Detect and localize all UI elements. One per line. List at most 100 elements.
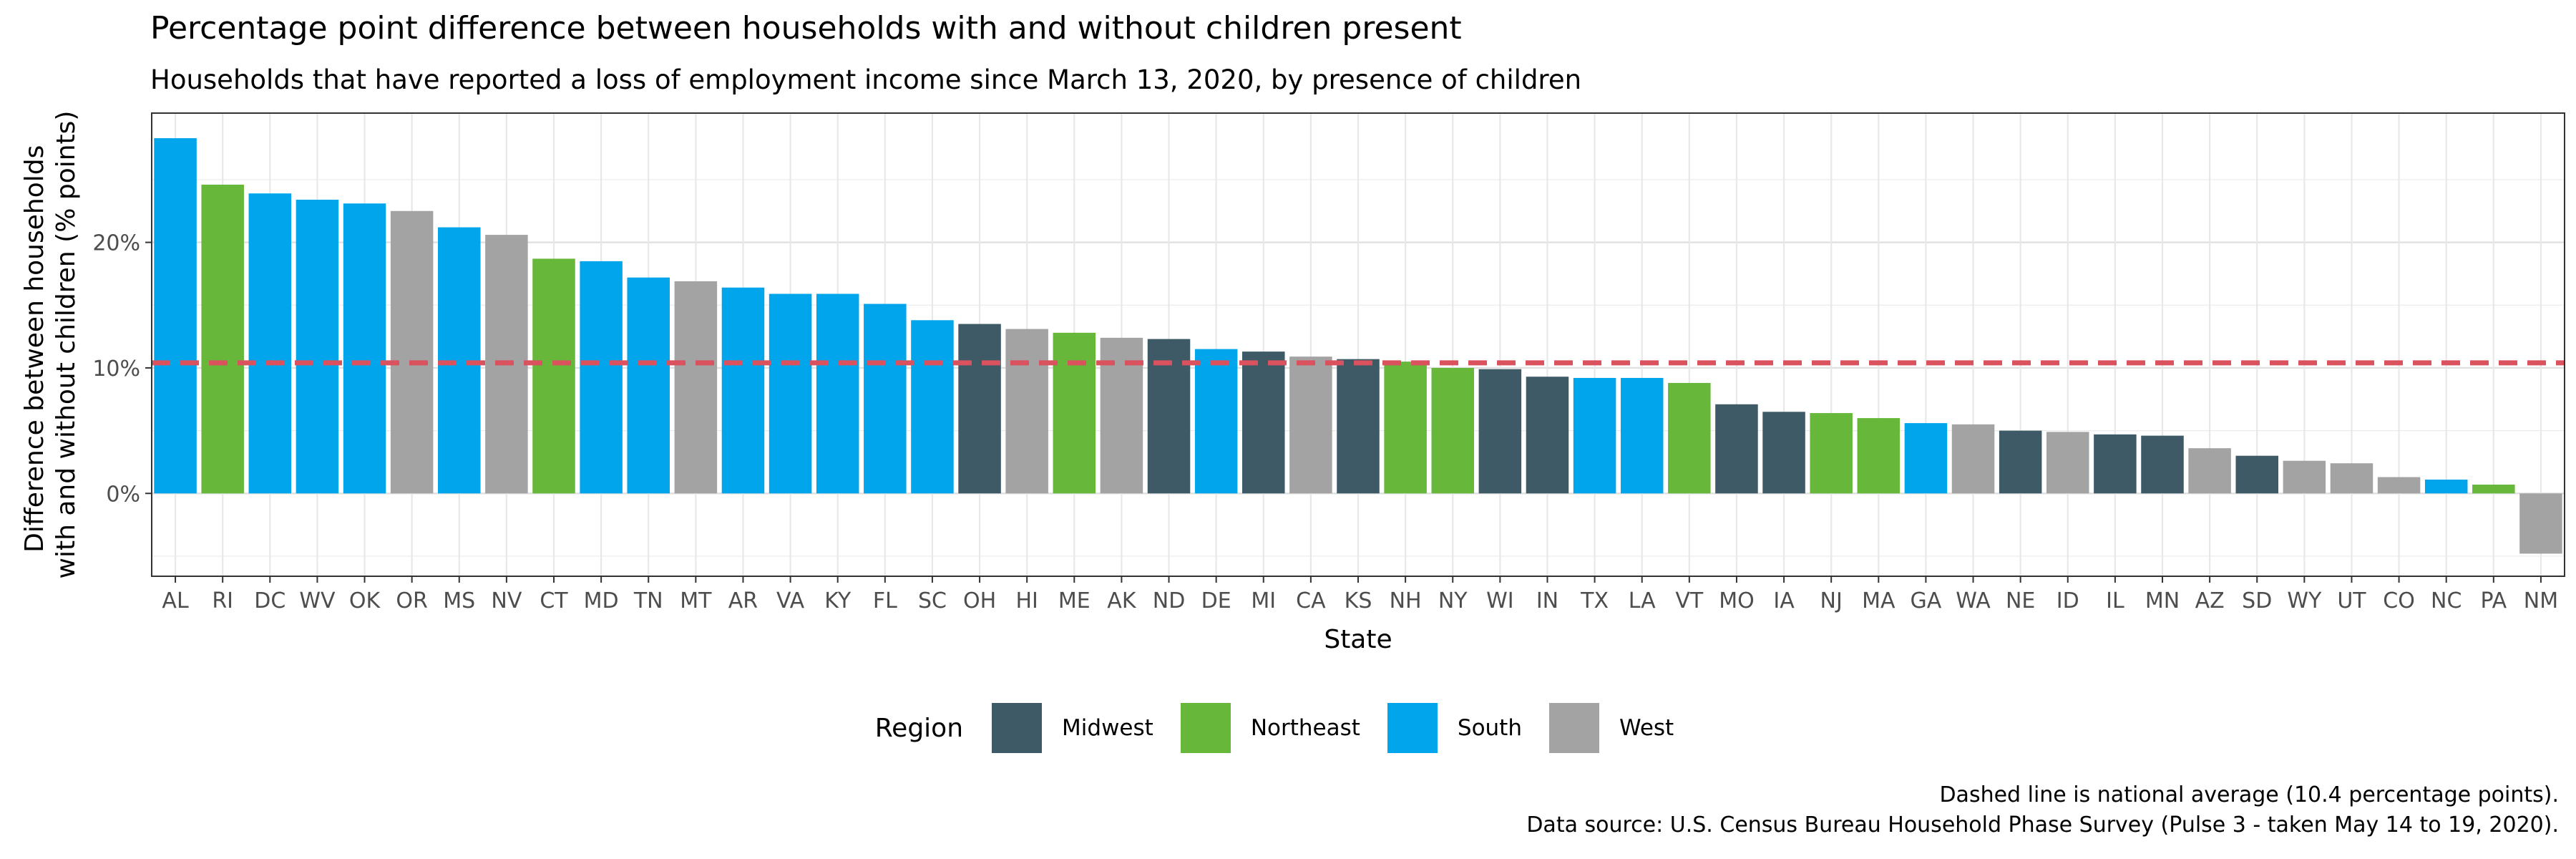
x-tick-label: IA <box>1773 588 1795 613</box>
legend-swatch-south <box>1387 703 1438 753</box>
legend-swatch-midwest <box>992 703 1043 753</box>
x-tick-label: MS <box>443 588 475 613</box>
legend-item-south: South <box>1387 703 1522 753</box>
x-tick-label: MT <box>680 588 712 613</box>
bar-in <box>1526 377 1569 494</box>
x-tick-label: LA <box>1629 588 1656 613</box>
bar-ca <box>1289 356 1332 494</box>
bar-ne <box>1999 430 2042 494</box>
x-tick-label: SD <box>2242 588 2272 613</box>
x-tick-label: CO <box>2383 588 2415 613</box>
bar-de <box>1194 349 1238 494</box>
legend-label-west: West <box>1619 715 1674 741</box>
bar-oh <box>958 324 1001 494</box>
bar-sd <box>2235 455 2278 494</box>
chart-title: Percentage point difference between hous… <box>150 10 1462 47</box>
bar-ct <box>532 258 575 494</box>
bar-ok <box>343 203 386 494</box>
bar-wy <box>2283 460 2326 494</box>
bar-me <box>1053 332 1096 494</box>
legend-label-south: South <box>1457 715 1522 741</box>
x-tick-label: WY <box>2287 588 2322 613</box>
bar-co <box>2377 477 2421 494</box>
legend-label-midwest: Midwest <box>1062 715 1153 741</box>
bar-ia <box>1762 412 1805 494</box>
x-tick-label: NC <box>2431 588 2462 613</box>
x-tick-label: FL <box>873 588 897 613</box>
x-tick-label: KY <box>824 588 852 613</box>
x-tick-label: NE <box>2006 588 2035 613</box>
y-axis-title-line-1: Difference between households <box>20 145 49 553</box>
bar-nj <box>1810 413 1853 494</box>
x-tick-label: AL <box>162 588 189 613</box>
x-tick-label: MD <box>584 588 619 613</box>
bar-wv <box>296 199 339 494</box>
legend-swatch-northeast <box>1180 703 1231 753</box>
bar-fl <box>864 304 907 494</box>
x-tick-label: NY <box>1438 588 1468 613</box>
x-tick-label: MI <box>1251 588 1276 613</box>
caption-line-2: Data source: U.S. Census Bureau Househol… <box>1526 812 2559 838</box>
caption-line-1: Dashed line is national average (10.4 pe… <box>1939 782 2559 807</box>
x-tick-label: ND <box>1153 588 1186 613</box>
legend-item-west: West <box>1548 703 1674 753</box>
bar-nh <box>1384 361 1427 494</box>
x-tick-label: MA <box>1862 588 1896 613</box>
x-tick-label: MN <box>2145 588 2180 613</box>
bar-vt <box>1668 382 1711 494</box>
x-tick-label: ME <box>1058 588 1091 613</box>
x-tick-label: KS <box>1345 588 1372 613</box>
chart-caption: Dashed line is national average (10.4 pe… <box>1526 780 2559 840</box>
x-tick-label: PA <box>2480 588 2507 613</box>
legend-label-northeast: Northeast <box>1250 715 1360 741</box>
bar-ri <box>201 184 244 494</box>
bar-mi <box>1242 351 1285 494</box>
bar-wi <box>1478 369 1522 494</box>
x-tick-label: TX <box>1580 588 1609 613</box>
x-tick-label: NM <box>2524 588 2558 613</box>
axes: 0% 10% 20% AL RI DC WV OK OR MS NV CT MD TN MT AR VA KY FL… <box>92 231 2558 613</box>
x-tick-label: UT <box>2337 588 2366 613</box>
x-tick-label: DE <box>1201 588 1231 613</box>
x-tick-label: NJ <box>1820 588 1843 613</box>
legend: Region Midwest Northeast South West <box>0 703 2576 753</box>
bar-ny <box>1431 367 1474 494</box>
bars <box>154 138 2562 554</box>
bar-ma <box>1857 418 1901 494</box>
x-tick-label: NH <box>1390 588 1422 613</box>
bar-ut <box>2330 463 2373 494</box>
x-tick-label: SC <box>918 588 947 613</box>
y-axis-title: Difference between households with and w… <box>20 111 81 579</box>
x-tick-label: RI <box>212 588 233 613</box>
bar-tx <box>1573 377 1616 494</box>
legend-item-northeast: Northeast <box>1180 703 1360 753</box>
bar-va <box>769 293 812 494</box>
bar-mt <box>674 281 718 494</box>
x-tick-label: ID <box>2057 588 2079 613</box>
y-tick-label: 0% <box>106 482 140 507</box>
x-tick-label: AZ <box>2195 588 2225 613</box>
legend-item-midwest: Midwest <box>992 703 1153 753</box>
x-tick-label: OH <box>963 588 996 613</box>
x-tick-label: IL <box>2106 588 2124 613</box>
y-tick-label: 20% <box>92 231 140 256</box>
bar-ga <box>1904 423 1948 494</box>
bar-la <box>1620 377 1664 494</box>
legend-title: Region <box>874 713 964 743</box>
bar-ar <box>721 287 765 494</box>
x-tick-label: AK <box>1107 588 1137 613</box>
bar-dc <box>248 193 292 494</box>
x-tick-label: VA <box>776 588 805 613</box>
bar-ky <box>816 293 859 494</box>
bar-ms <box>438 227 481 494</box>
x-tick-label: DC <box>254 588 286 613</box>
x-tick-label: WI <box>1486 588 1514 613</box>
bar-chart: 0% 10% 20% AL RI DC WV OK OR MS NV CT MD TN MT AR VA KY FL… <box>20 111 2565 654</box>
bar-nc <box>2424 479 2468 494</box>
x-tick-label: NV <box>491 588 522 613</box>
x-tick-label: WA <box>1956 588 1991 613</box>
bar-az <box>2188 448 2231 494</box>
x-tick-label: OR <box>396 588 427 613</box>
x-tick-label: IN <box>1536 588 1558 613</box>
x-tick-label: HI <box>1015 588 1038 613</box>
